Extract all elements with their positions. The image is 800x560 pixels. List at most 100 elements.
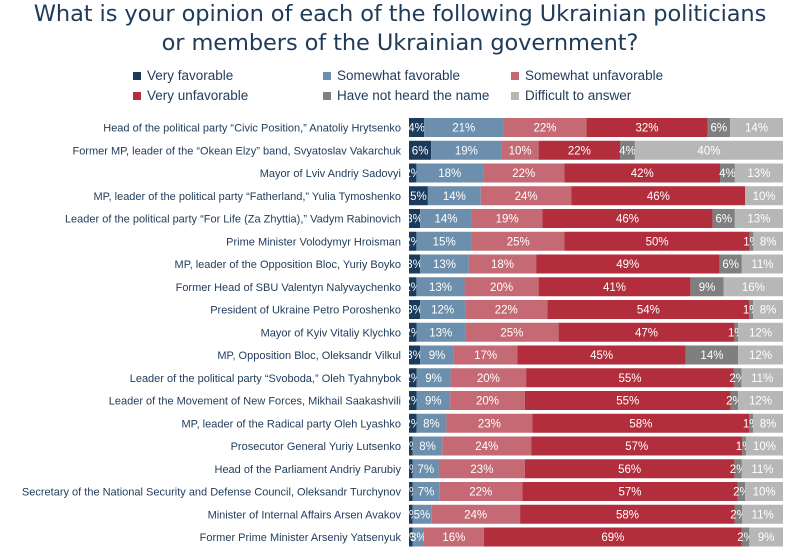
bar-segment — [409, 482, 413, 501]
bar-segment — [520, 504, 735, 524]
bar-row: Leader of the Movement of New Forces, Mi… — [109, 391, 783, 410]
data-label: 12% — [431, 305, 454, 317]
bar-segment — [524, 459, 735, 479]
bar-segment — [737, 482, 746, 501]
bar-segment — [465, 322, 559, 342]
category-label: Head of the Parliament Andriy Parubiy — [215, 464, 402, 476]
bar-segment — [741, 527, 750, 547]
data-label: 3% — [410, 532, 427, 544]
data-label: 3% — [406, 259, 423, 271]
bar-segment — [412, 504, 432, 524]
bar-segment — [501, 140, 539, 160]
bar-segment — [753, 300, 783, 319]
data-label: 41% — [603, 282, 626, 294]
data-label: 40% — [697, 145, 720, 157]
data-label: 45% — [590, 350, 613, 362]
data-label: 19% — [496, 214, 519, 226]
data-label: 46% — [616, 214, 639, 226]
bar-segment — [409, 300, 421, 319]
bar-segment — [738, 391, 783, 410]
bar-segment — [571, 186, 746, 206]
data-label: 10% — [509, 145, 532, 157]
bar-segment — [532, 413, 750, 433]
bar-segment — [558, 322, 735, 342]
bar-segment — [409, 118, 425, 137]
data-label: 3% — [406, 305, 423, 317]
data-label: 18% — [491, 259, 514, 271]
data-label: 13% — [429, 327, 452, 339]
data-label: 11% — [751, 259, 773, 271]
bar-segment — [634, 140, 783, 160]
bar-segment — [446, 413, 533, 433]
bar-segment — [409, 436, 413, 456]
data-label: 8% — [423, 418, 440, 430]
data-label: 9% — [699, 282, 716, 294]
bar-row: Former Prime Minister Arseniy Yatsenyuk 1… — [200, 527, 783, 547]
bar-segment — [753, 413, 783, 433]
data-label: 55% — [616, 396, 639, 408]
data-label: 50% — [646, 236, 669, 248]
data-label: 6% — [722, 259, 739, 271]
legend-label: Have not heard the name — [337, 88, 490, 103]
legend-label: Somewhat favorable — [337, 68, 461, 83]
bar-segment — [416, 413, 447, 433]
data-label: 58% — [616, 509, 639, 521]
data-label: 7% — [418, 464, 435, 476]
legend-swatch — [511, 71, 519, 80]
data-label: 56% — [618, 464, 641, 476]
bar-row: President of Ukraine Petro Poroshenko 3% 1… — [210, 300, 783, 319]
bar-segment — [738, 345, 783, 365]
bar-segment — [538, 277, 691, 297]
bar-segment — [483, 527, 742, 547]
category-label: Prime Minister Volodymyr Hroisman — [226, 236, 401, 248]
category-label: Mayor of Kyiv Vitaliy Klychko — [261, 327, 401, 339]
bar-row: Mayor of Lviv Andriy Sadovyi 2% 18% 22% 42% 4… — [260, 163, 783, 183]
category-label: Head of the political party “Civic Posit… — [103, 123, 401, 135]
data-label: 16% — [442, 532, 465, 544]
bar-row: Mayor of Kyiv Vitaliy Klychko 2% 13% 25% 47%… — [261, 322, 783, 342]
data-label: 3% — [406, 214, 423, 226]
data-label: 13% — [747, 168, 770, 180]
bar-segment — [526, 368, 734, 388]
bar-segment — [734, 504, 743, 524]
bar-row: Prosecutor General Yuriy Lutsenko 1% 8% 24%… — [231, 436, 783, 456]
bar-segment — [524, 391, 731, 410]
bar-segment — [416, 163, 484, 183]
category-label: Secretary of the National Security and D… — [22, 487, 402, 499]
data-label: 5% — [414, 509, 431, 521]
data-label: 24% — [464, 509, 487, 521]
category-label: Leader of the Movement of New Forces, Mi… — [109, 396, 401, 408]
bar-segment — [531, 436, 743, 456]
bar-segment — [409, 186, 428, 206]
bar-segment — [416, 231, 472, 251]
legend-item-very-favorable: Very favorable — [133, 68, 233, 83]
bar-segment — [753, 231, 783, 251]
data-label: 6% — [412, 145, 429, 157]
data-label: 14% — [443, 191, 466, 203]
bar-segment — [741, 459, 783, 479]
bar-segment — [409, 368, 417, 388]
bar-segment — [690, 277, 724, 297]
bar-row: Minister of Internal Affairs Arsen Avako… — [208, 504, 783, 524]
bar-segment — [412, 482, 440, 501]
bar-segment — [468, 254, 537, 274]
legend-item-difficult: Difficult to answer — [511, 88, 631, 103]
data-label: 9% — [758, 532, 775, 544]
bar-segment — [409, 345, 421, 365]
bar-segment — [730, 118, 783, 137]
bar-segment — [416, 391, 451, 410]
bar-segment — [412, 459, 439, 479]
legend-item-somewhat-favorable: Somewhat favorable — [323, 68, 460, 83]
legend-swatch — [323, 91, 331, 100]
bar-segment — [745, 436, 783, 456]
data-label: 32% — [635, 123, 658, 135]
data-label: 11% — [752, 509, 774, 521]
bar-segment — [734, 322, 739, 342]
data-label: 9% — [425, 396, 442, 408]
data-label: 17% — [474, 350, 497, 362]
bar-segment — [719, 254, 742, 274]
bar-row: Leader of the political party “For Life … — [65, 209, 783, 228]
bar-segment — [745, 482, 783, 501]
data-label: 10% — [753, 487, 776, 499]
chart-title-line-2: or members of the Ukrainian government? — [161, 30, 639, 56]
